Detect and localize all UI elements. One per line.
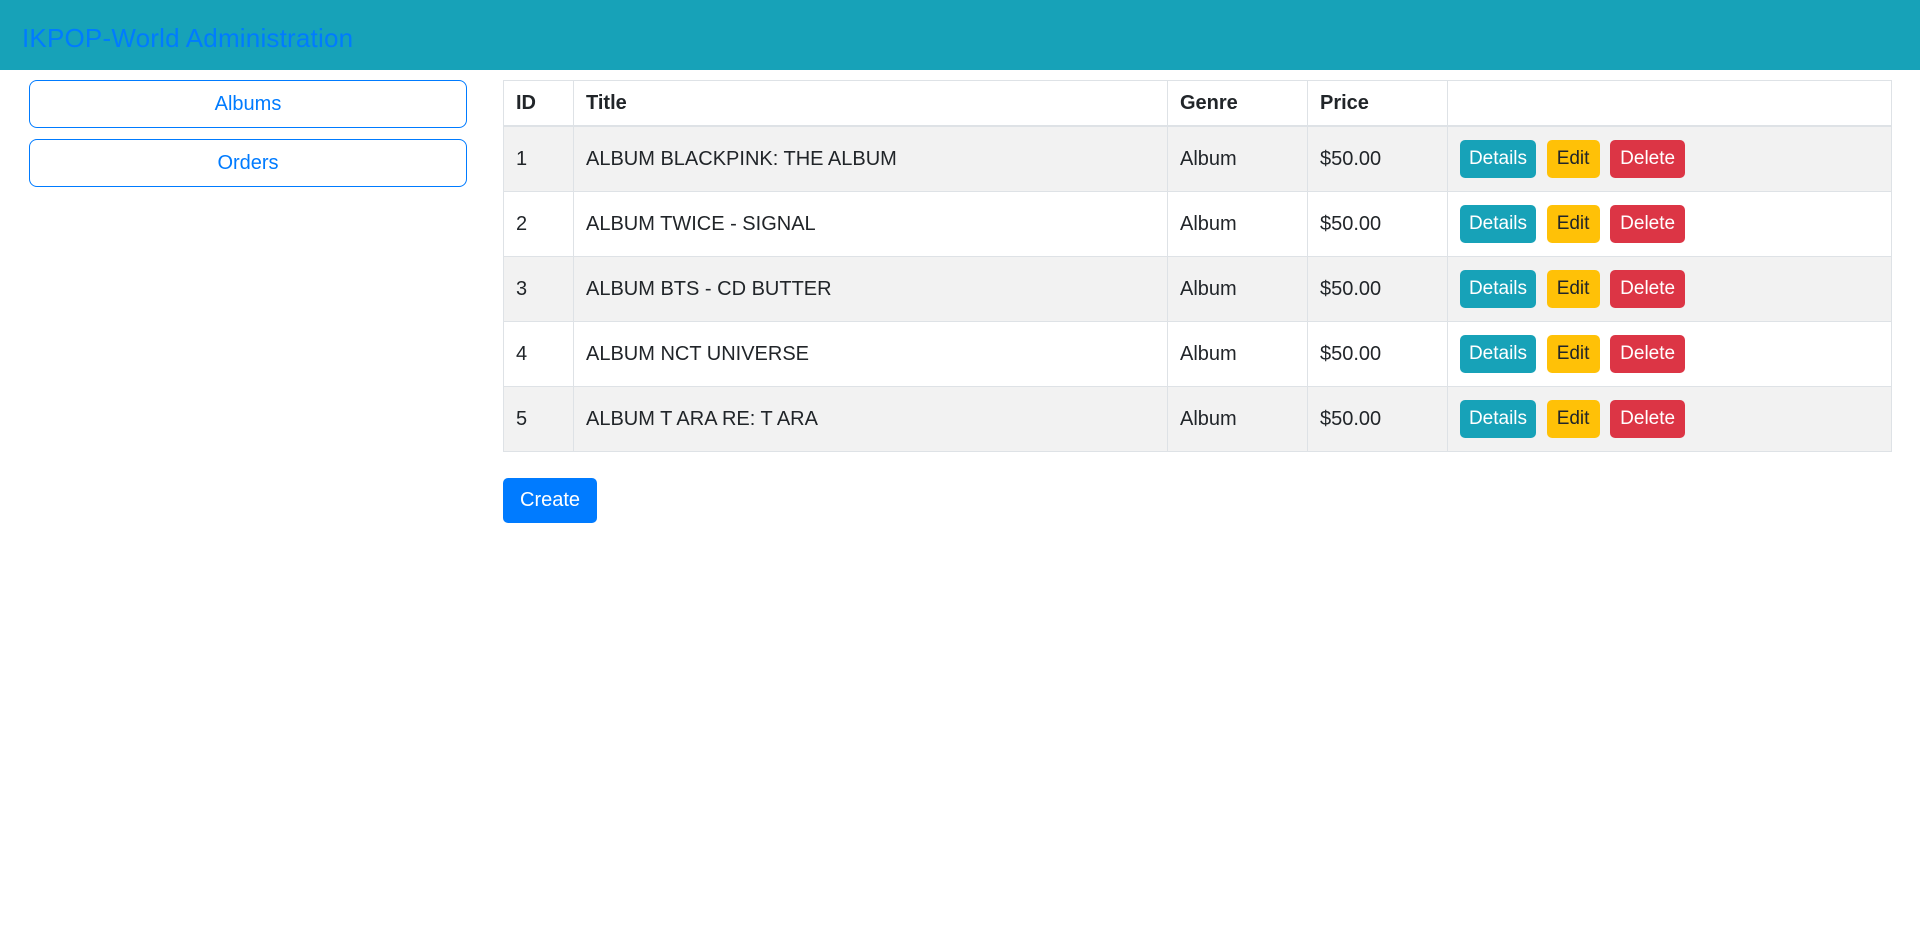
cell-price: $50.00 [1307, 191, 1448, 257]
cell-actions: Details Edit Delete [1447, 191, 1892, 257]
delete-button[interactable]: Delete [1610, 205, 1686, 243]
albums-table: ID Title Genre Price 1 ALBUM BLACKPINK: … [503, 80, 1892, 452]
cell-genre: Album [1167, 386, 1308, 452]
details-button[interactable]: Details [1460, 140, 1536, 178]
cell-genre: Album [1167, 256, 1308, 322]
details-button[interactable]: Details [1460, 205, 1536, 243]
table-row: 3 ALBUM BTS - CD BUTTER Album $50.00 Det… [503, 256, 1892, 322]
column-header-genre: Genre [1167, 80, 1308, 127]
cell-genre: Album [1167, 321, 1308, 387]
delete-button[interactable]: Delete [1610, 270, 1686, 308]
table-header-row: ID Title Genre Price [503, 80, 1892, 127]
cell-actions: Details Edit Delete [1447, 321, 1892, 387]
create-button[interactable]: Create [503, 478, 598, 523]
column-header-actions [1447, 80, 1892, 127]
sidebar-item-albums[interactable]: Albums [29, 80, 467, 128]
delete-button[interactable]: Delete [1610, 335, 1686, 373]
cell-genre: Album [1167, 191, 1308, 257]
cell-title: ALBUM NCT UNIVERSE [573, 321, 1168, 387]
cell-id: 4 [503, 321, 574, 387]
table-row: 4 ALBUM NCT UNIVERSE Album $50.00 Detail… [503, 321, 1892, 387]
column-header-title: Title [573, 80, 1168, 127]
cell-price: $50.00 [1307, 386, 1448, 452]
cell-actions: Details Edit Delete [1447, 256, 1892, 322]
cell-actions: Details Edit Delete [1447, 386, 1892, 452]
cell-id: 1 [503, 125, 574, 192]
app-title-link[interactable]: IKPOP-World Administration [22, 22, 354, 53]
cell-price: $50.00 [1307, 125, 1448, 192]
sidebar: Albums Orders [29, 80, 467, 198]
details-button[interactable]: Details [1460, 400, 1536, 438]
main-content: ID Title Genre Price 1 ALBUM BLACKPINK: … [503, 80, 1892, 523]
cell-title: ALBUM BTS - CD BUTTER [573, 256, 1168, 322]
edit-button[interactable]: Edit [1546, 140, 1600, 178]
cell-price: $50.00 [1307, 321, 1448, 387]
edit-button[interactable]: Edit [1546, 400, 1600, 438]
details-button[interactable]: Details [1460, 335, 1536, 373]
cell-title: ALBUM BLACKPINK: THE ALBUM [573, 125, 1168, 192]
column-header-id: ID [503, 80, 574, 127]
cell-actions: Details Edit Delete [1447, 125, 1892, 192]
cell-id: 3 [503, 256, 574, 322]
details-button[interactable]: Details [1460, 270, 1536, 308]
sidebar-item-orders[interactable]: Orders [29, 139, 467, 187]
app-header: IKPOP-World Administration [0, 0, 1920, 70]
edit-button[interactable]: Edit [1546, 335, 1600, 373]
table-row: 1 ALBUM BLACKPINK: THE ALBUM Album $50.0… [503, 125, 1892, 192]
page-layout: Albums Orders ID Title Genre Price 1 ALB… [0, 70, 1920, 523]
cell-title: ALBUM T ARA RE: T ARA [573, 386, 1168, 452]
table-row: 5 ALBUM T ARA RE: T ARA Album $50.00 Det… [503, 386, 1892, 452]
table-row: 2 ALBUM TWICE - SIGNAL Album $50.00 Deta… [503, 191, 1892, 257]
edit-button[interactable]: Edit [1546, 205, 1600, 243]
column-header-price: Price [1307, 80, 1448, 127]
cell-genre: Album [1167, 125, 1308, 192]
cell-id: 2 [503, 191, 574, 257]
edit-button[interactable]: Edit [1546, 270, 1600, 308]
delete-button[interactable]: Delete [1610, 400, 1686, 438]
cell-title: ALBUM TWICE - SIGNAL [573, 191, 1168, 257]
cell-id: 5 [503, 386, 574, 452]
cell-price: $50.00 [1307, 256, 1448, 322]
delete-button[interactable]: Delete [1610, 140, 1686, 178]
